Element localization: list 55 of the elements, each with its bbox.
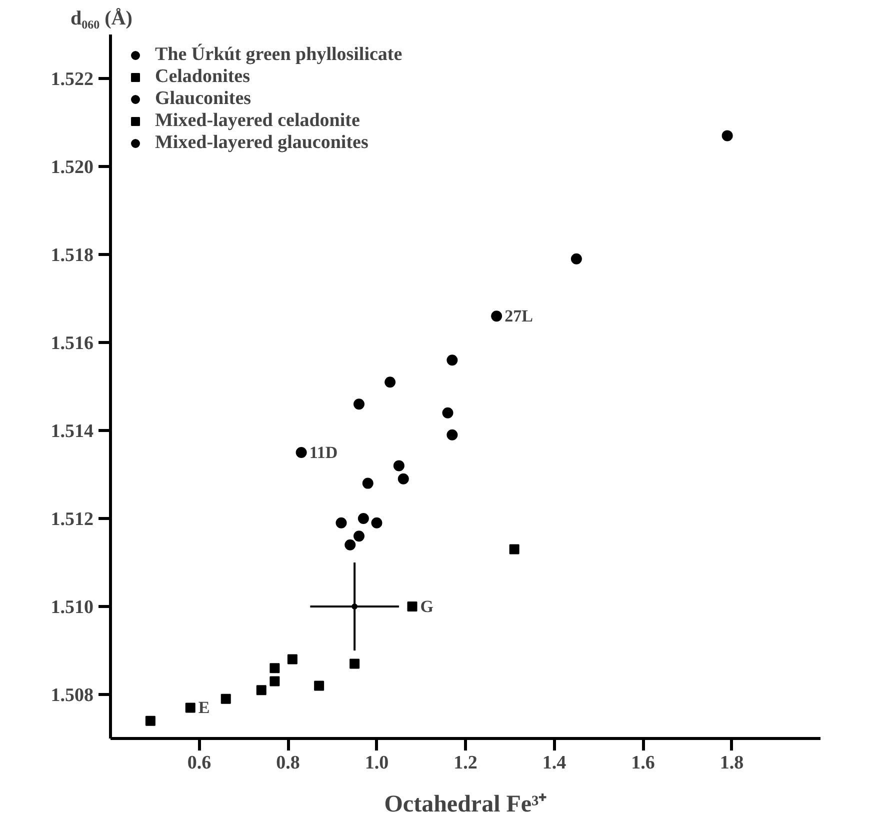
point [352,604,358,610]
point [314,680,324,691]
y-axis-title: d₀₆₀ (Å) [70,8,132,30]
annotation: G [420,597,434,616]
point [270,676,280,686]
x-tick-label: 1.2 [454,752,478,774]
x-tick-label: 1.4 [542,752,567,774]
x-tick-label: 1.6 [631,752,655,774]
point [354,398,364,410]
annotation: 11D [309,443,338,462]
point [393,460,404,472]
y-tick-label: 1.522 [50,69,94,90]
y-tick-label: 1.508 [50,685,94,706]
annotation: 27L [504,306,533,326]
point [296,447,307,458]
x-tick-label: 0.8 [276,752,300,774]
point [442,407,454,418]
y-tick-label: 1.512 [50,509,94,530]
point [398,473,409,484]
point [354,530,364,542]
point [145,716,156,726]
y-tick-label: 1.510 [50,597,94,618]
point [384,376,396,388]
point [407,602,418,612]
x-axis-title: Octahedral Fe³⁺ [384,792,547,818]
point [722,130,733,142]
y-tick-label: 1.516 [50,333,94,354]
x-tick-label: 0.6 [187,752,212,774]
y-tick-label: 1.514 [50,421,94,442]
x-tick-label: 1.8 [720,752,744,774]
point [220,694,231,704]
point [446,354,458,366]
legend-label: The Úrkút green phyllosilicate [155,44,402,66]
point [336,517,347,528]
point [509,544,520,554]
legend-label: Glauconites [155,88,252,110]
point [344,539,356,550]
point [270,663,280,674]
point [185,702,196,713]
point [362,478,374,489]
legend-label: Celadonites [155,66,250,88]
point [350,658,360,669]
y-tick-label: 1.520 [50,157,94,178]
point [256,685,266,696]
annotation: E [198,698,210,718]
point [358,513,369,524]
point [287,654,298,664]
legend-label: Mixed-layered glauconites [155,132,368,154]
x-tick-label: 1.0 [364,752,389,774]
point [446,429,458,440]
y-tick-label: 1.518 [50,245,94,266]
point [491,310,502,322]
point [371,517,382,528]
point [570,253,582,264]
legend-label: Mixed-layered celadonite [155,110,360,132]
